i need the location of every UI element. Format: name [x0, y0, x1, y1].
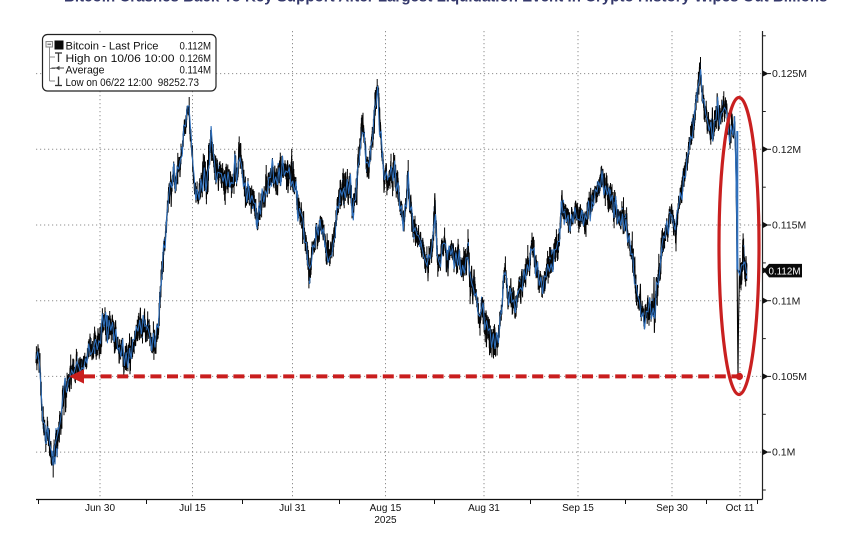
svg-text:Aug 31: Aug 31 — [468, 503, 500, 514]
svg-text:Jun 30: Jun 30 — [85, 503, 115, 514]
svg-text:0.105M: 0.105M — [772, 371, 807, 383]
svg-text:2025: 2025 — [374, 515, 397, 526]
svg-text:0.125M: 0.125M — [772, 68, 807, 80]
svg-text:Low on 06/22 12:00 98252.73: Low on 06/22 12:00 98252.73 — [66, 77, 200, 89]
svg-text:Jul 31: Jul 31 — [279, 503, 306, 514]
svg-text:0.114M: 0.114M — [180, 65, 212, 77]
svg-text:Aug 15: Aug 15 — [370, 503, 402, 514]
svg-text:0.11M: 0.11M — [772, 295, 800, 307]
svg-text:Oct 11: Oct 11 — [726, 503, 755, 514]
svg-text:0.112M: 0.112M — [769, 266, 801, 278]
svg-text:High on 10/06 10:00: High on 10/06 10:00 — [66, 53, 175, 65]
svg-text:Sep 15: Sep 15 — [562, 503, 594, 514]
svg-text:Jul 15: Jul 15 — [179, 503, 206, 514]
svg-text:Bitcoin - Last Price: Bitcoin - Last Price — [66, 41, 159, 53]
svg-text:0.1M: 0.1M — [772, 447, 795, 459]
svg-text:Average: Average — [66, 65, 105, 77]
svg-text:0.12M: 0.12M — [772, 144, 801, 156]
svg-text:Sep 30: Sep 30 — [656, 503, 688, 514]
svg-text:0.112M: 0.112M — [180, 41, 212, 53]
svg-text:0.115M: 0.115M — [772, 220, 806, 232]
svg-text:0.126M: 0.126M — [180, 53, 212, 65]
